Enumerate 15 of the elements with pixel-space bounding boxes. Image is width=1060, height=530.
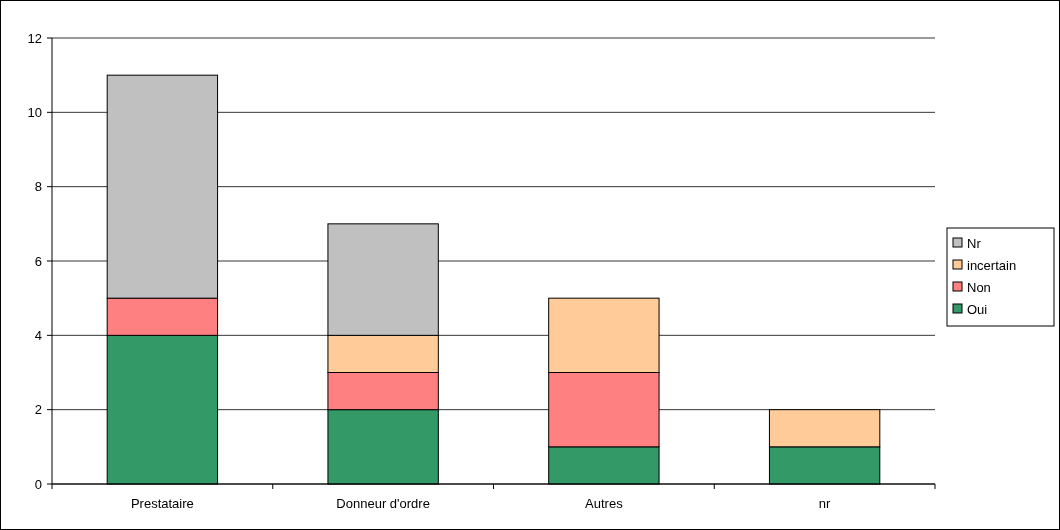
x-tick-label: Autres [585, 496, 624, 511]
x-tick-label: Donneur d'ordre [336, 496, 430, 511]
y-tick-label: 0 [34, 476, 42, 492]
legend-label: Non [967, 279, 991, 295]
y-tick-label: 8 [34, 179, 42, 195]
legend-label: incertain [967, 257, 1017, 273]
y-tick-label: 10 [27, 104, 42, 120]
y-tick-label: 4 [34, 327, 42, 343]
legend-label: Nr [967, 235, 982, 251]
x-tick-label: Prestataire [130, 496, 194, 511]
legend-label: Oui [967, 301, 988, 317]
x-tick-label: nr [818, 496, 832, 511]
y-tick-label: 6 [34, 253, 42, 269]
y-tick-label: 2 [34, 402, 42, 418]
y-tick-label: 12 [27, 30, 42, 46]
